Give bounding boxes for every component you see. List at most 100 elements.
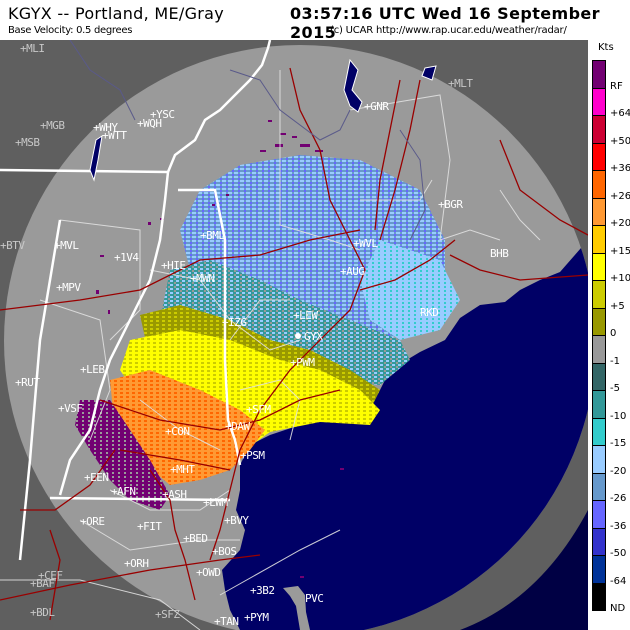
legend-label: -20	[610, 465, 627, 477]
legend-swatch	[592, 115, 606, 144]
city-BML: +BML	[200, 229, 225, 242]
legend-swatch	[592, 472, 606, 501]
legend-label: -1	[610, 355, 620, 367]
legend-swatch	[592, 280, 606, 309]
legend-swatch	[592, 555, 606, 584]
legend-swatch	[592, 60, 606, 89]
city-BOS: +BOS	[212, 545, 237, 558]
legend-swatch	[592, 362, 606, 391]
city-FIT: +FIT	[137, 520, 162, 533]
city-CEF: +CEF	[38, 569, 63, 582]
city-ORH: +ORH	[124, 557, 149, 570]
city-AFN: +AFN	[111, 485, 136, 498]
city-WTT: +WTT	[102, 129, 127, 142]
legend-label: +36	[610, 163, 630, 174]
legend-label: -10	[610, 410, 627, 422]
city-MSB: +MSB	[15, 136, 40, 149]
legend-swatch	[592, 527, 606, 556]
city-ASH: +ASH	[162, 488, 187, 501]
legend-units: Kts	[598, 42, 614, 53]
legend-label: +26	[610, 190, 630, 202]
legend-label: -64	[610, 575, 627, 587]
city-DAW: +DAW	[225, 420, 250, 433]
legend-swatch	[592, 445, 606, 474]
legend-swatch	[592, 307, 606, 336]
legend-label: -50	[610, 548, 627, 559]
legend-swatch	[592, 87, 606, 116]
radar-map[interactable]: +MLI +MGB +MSB +YSC +WQH +WHY +WTT +GNR …	[0, 40, 588, 630]
city-VSF: +VSF	[58, 402, 83, 415]
city-AUG: +AUG	[340, 265, 365, 278]
city-GYX: GYX	[304, 330, 323, 343]
legend-label: +15	[610, 245, 630, 257]
city-PWM: +PWM	[290, 356, 315, 369]
city-YSC: +YSC	[150, 108, 175, 121]
legend-label: +5	[610, 300, 625, 312]
lakes	[89, 58, 437, 182]
legend-swatch	[592, 390, 606, 419]
header: KGYX -- Portland, ME/Gray Base Velocity:…	[0, 0, 630, 42]
city-BHB: BHB	[490, 247, 509, 260]
city-TAN: +TAN	[214, 615, 239, 628]
city-PYM: +PYM	[244, 611, 269, 624]
city-PVC: PVC	[305, 592, 324, 605]
city-LWM: +LWM	[203, 496, 228, 509]
rivers	[69, 40, 426, 241]
city-BVY: +BVY	[224, 514, 249, 527]
city-SFZ: +SFZ	[155, 608, 180, 621]
legend-label: -36	[610, 520, 627, 532]
legend-label: RF	[610, 80, 623, 92]
city-WQH: +WQH	[137, 117, 162, 130]
city-ORE: +ORE	[80, 515, 105, 528]
legend-swatch	[592, 500, 606, 529]
legend-swatch	[592, 582, 606, 611]
legend-label: -26	[610, 493, 627, 504]
city-MHT: +MHT	[170, 463, 195, 476]
legend-swatch	[592, 225, 606, 254]
city-1V4: +1V4	[114, 251, 139, 264]
city-BGR: +BGR	[438, 198, 463, 211]
city-PSM: +PSM	[240, 449, 265, 462]
city-HIE: +HIE	[161, 259, 186, 272]
city-MGB: +MGB	[40, 119, 65, 132]
state-borders	[0, 40, 272, 561]
city-IZG: +IZG	[222, 316, 247, 329]
city-BAF: +BAF	[30, 577, 55, 590]
city-3B2: +3B2	[250, 584, 275, 597]
legend-swatch	[592, 197, 606, 226]
highways	[0, 67, 588, 621]
city-MWN: +MWN	[190, 272, 215, 285]
city-BDL: +BDL	[30, 606, 55, 619]
city-CON: +CON	[165, 425, 190, 438]
city-WHY: +WHY	[93, 121, 118, 134]
city-WVL: +WVL	[353, 237, 378, 250]
legend-swatch	[592, 252, 606, 281]
city-LEW: +LEW	[293, 309, 318, 322]
city-MPV: +MPV	[56, 281, 81, 294]
legend-label: +64	[610, 108, 630, 119]
city-RUT: +RUT	[15, 376, 40, 389]
city-GNR: +GNR	[364, 100, 389, 113]
legend-swatch	[592, 170, 606, 199]
legend-label: -15	[610, 438, 627, 449]
city-BED: +BED	[183, 532, 208, 545]
city-OWD: +OWD	[196, 566, 221, 579]
legend-label: +20	[610, 218, 630, 229]
radar-site-marker	[295, 333, 301, 339]
timestamp: 03:57:16 UTC Wed 16 September 2015	[290, 4, 600, 42]
city-SFM: +SFM	[246, 403, 271, 416]
station-title: KGYX -- Portland, ME/Gray	[8, 4, 225, 23]
legend-swatch	[592, 417, 606, 446]
legend-label: ND	[610, 603, 626, 614]
radar-map-graphic	[0, 40, 588, 630]
velocity-legend: Kts RF +64 +50 +36 +26 +20 +15 +10 +5 0 -1 -5 -10 -15…	[588, 40, 630, 630]
radar-returns	[75, 120, 460, 578]
legend-label: +50	[610, 135, 630, 147]
city-MLI: +MLI	[20, 42, 45, 55]
product-label: Base Velocity: 0.5 degrees	[8, 25, 133, 36]
legend-label: 0	[610, 328, 617, 339]
legend-swatch	[592, 335, 606, 364]
city-MLT: +MLT	[448, 77, 473, 90]
city-MVL: +MVL	[54, 239, 79, 252]
credit-link[interactable]: (c) UCAR http://www.rap.ucar.edu/weather…	[330, 25, 567, 36]
